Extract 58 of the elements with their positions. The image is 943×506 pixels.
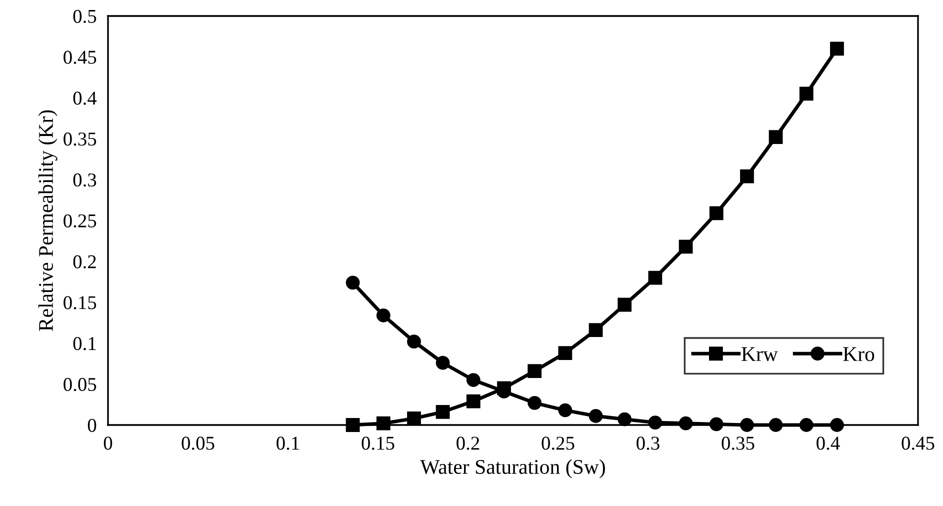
point bbox=[558, 346, 572, 360]
y-tick-label: 0.4 bbox=[73, 92, 97, 105]
point bbox=[648, 416, 662, 430]
y-tick-label: 0.45 bbox=[64, 50, 96, 64]
point bbox=[346, 276, 360, 290]
point bbox=[799, 418, 814, 432]
point bbox=[558, 403, 572, 418]
point bbox=[678, 240, 693, 254]
point bbox=[407, 334, 421, 349]
point bbox=[768, 130, 783, 144]
y-tick-label: 0.2 bbox=[73, 255, 96, 268]
point bbox=[466, 394, 480, 408]
point bbox=[618, 412, 632, 426]
x-tick-label: 0 bbox=[104, 436, 112, 450]
point bbox=[588, 323, 603, 338]
point bbox=[648, 270, 662, 285]
y-tick-label: 0.35 bbox=[64, 132, 96, 146]
y-axis-title: Relative Permeability (Kr) bbox=[38, 110, 58, 331]
x-tick-label: 0.4 bbox=[816, 436, 840, 450]
y-tick-label: 0.15 bbox=[64, 296, 96, 310]
point bbox=[528, 396, 542, 410]
point bbox=[497, 381, 511, 396]
y-tick-label: 0.3 bbox=[73, 173, 96, 187]
point bbox=[709, 206, 724, 220]
x-tick-label: 0.45 bbox=[902, 436, 934, 450]
legend-label: Krw bbox=[742, 347, 778, 362]
y-tick-label: 0.1 bbox=[73, 337, 96, 350]
point bbox=[830, 418, 844, 432]
point bbox=[588, 409, 603, 423]
x-tick-label: 0.05 bbox=[182, 436, 214, 450]
x-tick-label: 0.25 bbox=[542, 436, 574, 450]
point bbox=[407, 412, 421, 426]
x-tick-label: 0.2 bbox=[456, 436, 480, 450]
x-axis-title: Water Saturation (Sw) bbox=[420, 459, 605, 478]
point bbox=[740, 169, 754, 184]
point bbox=[618, 298, 632, 312]
y-tick-label: 0.05 bbox=[64, 378, 96, 392]
point bbox=[466, 373, 480, 387]
point bbox=[768, 418, 783, 432]
point bbox=[376, 308, 390, 322]
y-tick-label: 0 bbox=[88, 418, 96, 432]
x-tick-label: 0.35 bbox=[722, 436, 754, 450]
x-tick-label: 0.1 bbox=[276, 436, 299, 450]
point bbox=[709, 417, 724, 432]
point bbox=[528, 364, 542, 378]
point bbox=[830, 42, 844, 56]
x-tick-label: 0.15 bbox=[362, 436, 394, 450]
point bbox=[678, 416, 693, 430]
point bbox=[436, 404, 450, 419]
point bbox=[799, 86, 814, 101]
point bbox=[740, 418, 754, 432]
point bbox=[436, 356, 450, 370]
legend-label: Kro bbox=[843, 347, 874, 362]
point bbox=[346, 418, 360, 432]
x-tick-label: 0.3 bbox=[636, 436, 660, 450]
y-tick-label: 0.5 bbox=[73, 10, 96, 24]
point bbox=[376, 416, 390, 430]
y-tick-label: 0.25 bbox=[64, 214, 96, 228]
